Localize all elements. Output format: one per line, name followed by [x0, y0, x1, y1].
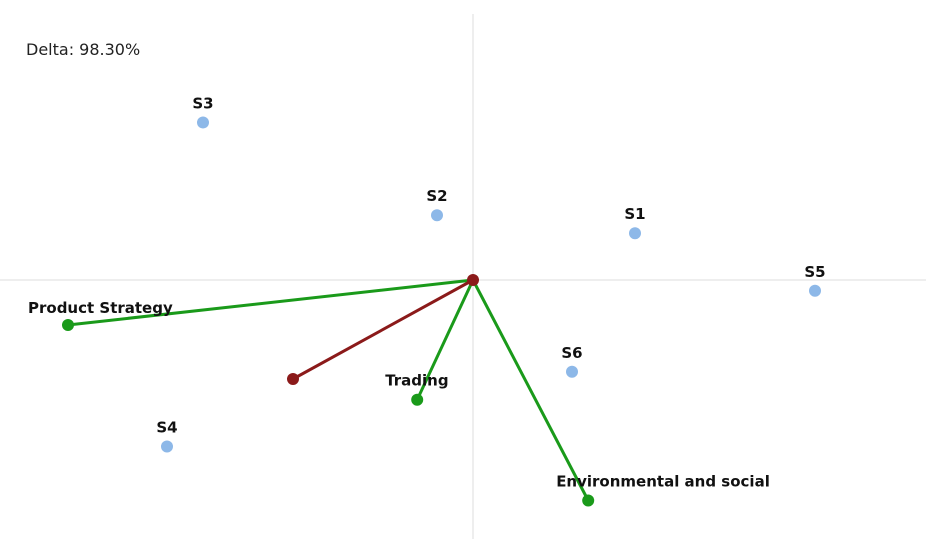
vector-label: Environmental and social — [556, 473, 770, 491]
vector-label: Trading — [385, 372, 448, 390]
vector-endpoint — [582, 495, 594, 507]
scatter-point — [566, 366, 578, 378]
axes-group — [0, 14, 926, 539]
vector-line — [473, 280, 588, 501]
vector-endpoint — [411, 394, 423, 406]
vector-line — [293, 280, 473, 379]
point-label: S1 — [624, 205, 645, 223]
point-label: S6 — [561, 344, 582, 362]
scatter-point — [629, 227, 641, 239]
origin-marker — [467, 274, 479, 286]
labels-group: Product Strategy Trading Environmental and… — [28, 95, 826, 491]
vector-endpoint — [287, 373, 299, 385]
point-label: S2 — [426, 187, 447, 205]
point-label: S4 — [156, 419, 177, 437]
scatter-point — [809, 285, 821, 297]
vector-label: Product Strategy — [28, 299, 173, 317]
point-label: S3 — [192, 95, 213, 113]
points-group — [161, 117, 821, 453]
point-label: S5 — [804, 263, 825, 281]
scatter-point — [431, 209, 443, 221]
vector-endpoint — [62, 319, 74, 331]
scatter-point — [197, 117, 209, 129]
scatter-point — [161, 441, 173, 453]
